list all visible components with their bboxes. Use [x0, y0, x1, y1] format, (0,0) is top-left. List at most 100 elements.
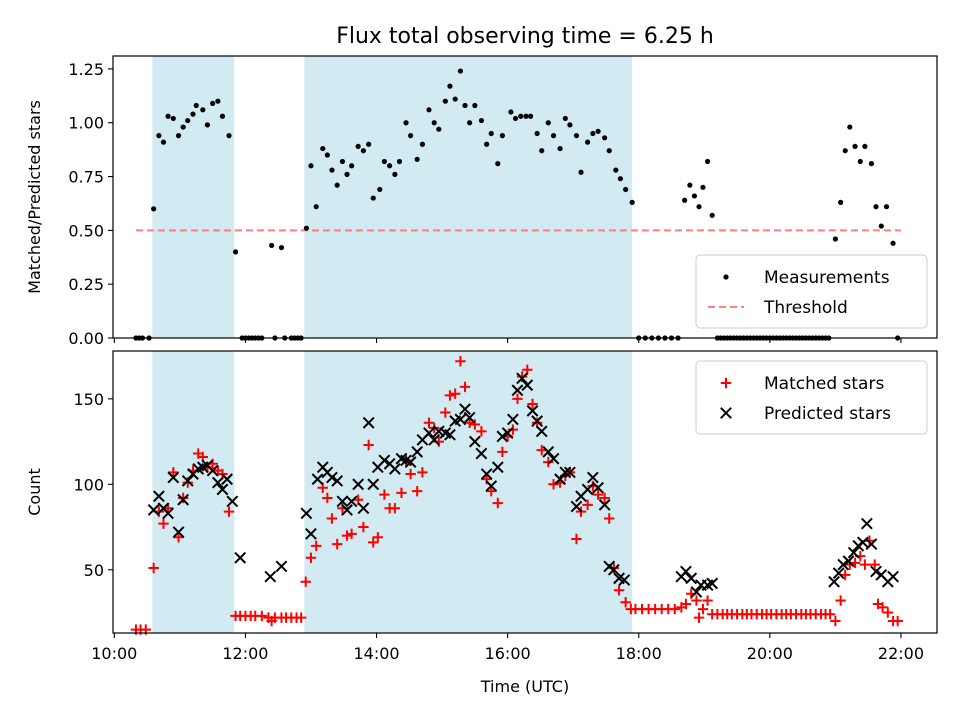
predicted-star-point — [535, 425, 548, 438]
measurement-point — [567, 122, 573, 128]
predicted-star-point — [837, 558, 850, 571]
legend: Measurements Threshold — [695, 254, 928, 329]
count-plot: 10:00 12:00 14:00 16:00 18:00 20:00 22:00 50 100… — [25, 350, 938, 696]
matched-star-point — [859, 559, 871, 570]
matched-star-point — [877, 602, 888, 613]
predicted-star-point — [563, 466, 576, 479]
measurement-point — [329, 167, 335, 173]
measurement-point — [419, 141, 426, 147]
predicted-star-point — [404, 456, 417, 468]
measurement-point — [862, 143, 868, 150]
measurement-point — [478, 117, 485, 124]
matched-star-point — [543, 456, 554, 468]
matched-star-point — [830, 615, 841, 627]
y-tick-label: 100 — [73, 475, 104, 494]
matched-star-point — [148, 562, 159, 574]
predicted-star-point — [226, 495, 239, 508]
predicted-star-point — [690, 586, 703, 598]
matched-star-point — [486, 485, 497, 497]
y-tick-label: 150 — [73, 390, 104, 409]
matched-star-point — [527, 398, 538, 410]
measurement-point — [883, 204, 890, 210]
x-axis-label: Time (UTC) — [480, 677, 569, 696]
predicted-star-point — [491, 461, 504, 474]
measurement-point — [484, 141, 490, 147]
measurement-point — [442, 98, 448, 104]
predicted-star-point — [842, 555, 855, 568]
measurement-point — [210, 100, 216, 106]
predicted-star-point — [362, 416, 375, 429]
measurement-point — [377, 186, 383, 193]
y-tick-label: 1.25 — [68, 60, 104, 79]
measurement-point — [709, 212, 715, 218]
measurement-point — [151, 206, 157, 212]
matched-star-point — [372, 532, 384, 543]
predicted-star-point — [181, 474, 194, 487]
matched-star-point — [512, 393, 523, 405]
predicted-star-point — [475, 447, 488, 460]
matched-star-point — [669, 603, 680, 615]
measurement-point — [696, 204, 702, 210]
matched-star-point — [256, 610, 268, 622]
measurement-point — [462, 102, 468, 109]
matched-star-point — [693, 612, 705, 623]
matched-star-point — [680, 598, 692, 610]
measurement-point — [447, 83, 453, 89]
measurement-point — [200, 107, 206, 113]
matched-star-point — [620, 597, 631, 608]
measurement-point — [170, 115, 176, 122]
matched-star-point — [423, 417, 435, 428]
predicted-star-point — [870, 565, 882, 578]
measurement-point — [545, 120, 551, 126]
predicted-star-point — [706, 577, 719, 590]
measurement-point — [219, 113, 226, 119]
measurement-point — [313, 204, 319, 210]
matched-star-point — [444, 390, 456, 401]
x-tick-label: 10:00 — [91, 644, 137, 663]
predicted-star-point — [506, 413, 519, 426]
measurement-point — [320, 145, 326, 152]
measurement-point — [613, 167, 619, 173]
matched-star-point — [389, 503, 401, 514]
predicted-star-point — [468, 435, 481, 448]
x-tick-label: 12:00 — [222, 644, 268, 663]
predicted-star-point — [860, 517, 873, 530]
predicted-star-series — [147, 372, 899, 598]
measurement-point — [349, 163, 355, 169]
matched-star-point — [571, 533, 582, 545]
matched-star-point — [417, 467, 428, 478]
measurement-point — [226, 133, 232, 139]
measurement-point — [682, 197, 688, 203]
predicted-star-point — [570, 500, 583, 513]
measurement-point — [360, 148, 367, 154]
predicted-star-point — [581, 483, 594, 496]
matched-star-point — [363, 439, 374, 451]
measurement-point — [324, 152, 330, 158]
measurement-point — [204, 122, 210, 128]
measurement-point — [838, 199, 844, 205]
measurement-point — [523, 113, 529, 119]
measurement-point — [539, 148, 545, 154]
measurement-point — [387, 163, 393, 169]
predicted-star-point — [454, 413, 467, 426]
measurement-point — [623, 186, 629, 193]
axes-frame — [112, 55, 938, 339]
measurement-point — [215, 98, 221, 104]
measurement-point — [590, 130, 596, 137]
measurement-point — [868, 161, 875, 167]
matched-star-point — [300, 576, 311, 587]
measurement-point — [557, 145, 563, 152]
matched-star-point — [379, 489, 390, 500]
matched-star-point — [476, 426, 487, 437]
y-tick-label: 0.00 — [68, 329, 104, 348]
predicted-star-point — [388, 463, 401, 475]
predicted-star-point — [865, 538, 878, 551]
measurement-point — [852, 143, 858, 150]
matched-star-point — [405, 468, 416, 480]
matched-star-point — [869, 559, 880, 570]
measurement-point — [606, 148, 612, 154]
observing-interval-band — [152, 56, 235, 338]
predicted-star-point — [300, 507, 313, 520]
measurement-point — [344, 171, 350, 177]
measurement-point — [370, 195, 376, 201]
